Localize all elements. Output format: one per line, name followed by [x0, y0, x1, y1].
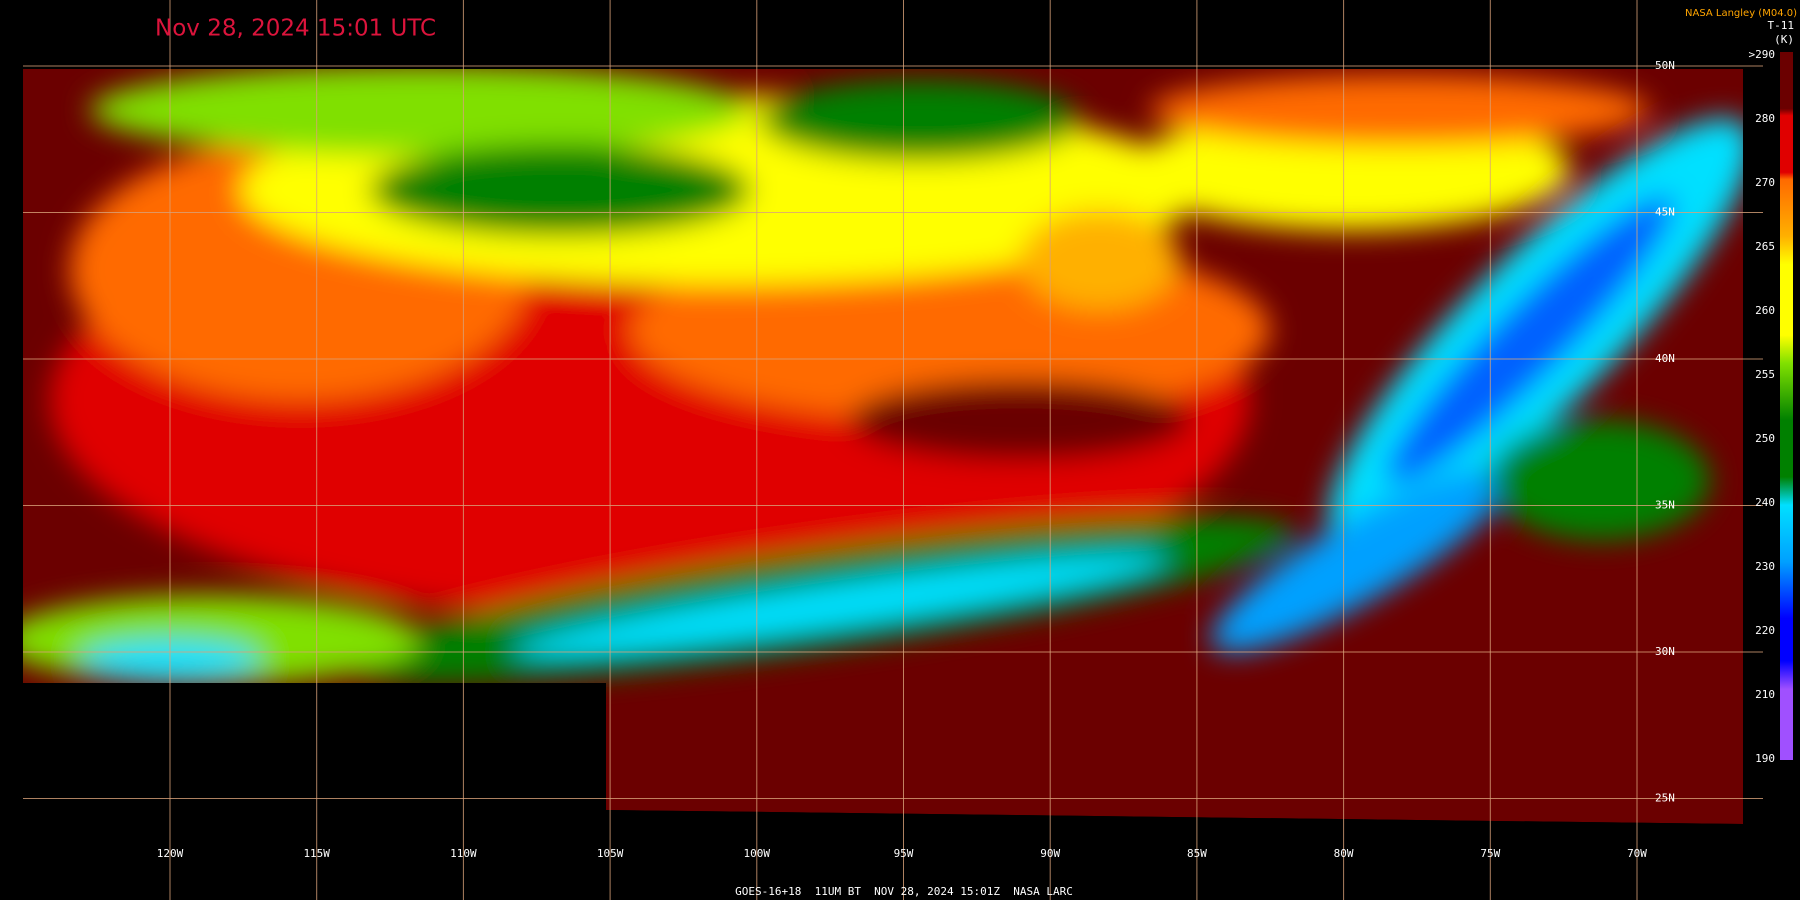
colorbar-label: 270 — [1755, 176, 1775, 189]
colorbar-label: 255 — [1755, 368, 1775, 381]
timestamp-title: Nov 28, 2024 15:01 UTC — [155, 16, 436, 42]
longitude-label: 85W — [1187, 847, 1207, 860]
latitude-label: 40N — [1655, 352, 1675, 365]
longitude-label: 100W — [744, 847, 771, 860]
latitude-label: 35N — [1655, 499, 1675, 512]
colorbar-label: 260 — [1755, 304, 1775, 317]
colorbar-label: 210 — [1755, 688, 1775, 701]
latitude-label: 25N — [1655, 792, 1675, 805]
colorbar-label: 220 — [1755, 624, 1775, 637]
colorbar-label: 280 — [1755, 112, 1775, 125]
colorbar-label: >290 — [1749, 48, 1776, 61]
latitude-label: 45N — [1655, 206, 1675, 219]
footer: GOES-16+18 11UM BT NOV 28, 2024 15:01Z N… — [735, 885, 1073, 898]
longitude-label: 70W — [1627, 847, 1647, 860]
unit: (K) — [1774, 33, 1794, 46]
longitude-label: 90W — [1040, 847, 1060, 860]
colorbar — [1780, 52, 1793, 760]
colorbar-label: 190 — [1755, 752, 1775, 765]
longitude-label: 120W — [157, 847, 184, 860]
colorbar-label: 240 — [1755, 496, 1775, 509]
imagery — [23, 69, 1743, 824]
longitude-label: 105W — [597, 847, 624, 860]
credit: NASA Langley (M04.0) — [1685, 8, 1797, 19]
longitude-label: 80W — [1334, 847, 1354, 860]
longitude-label: 115W — [303, 847, 330, 860]
graticule: 50N 45N 40N 35N 30N 25N 120W 115W 110W 105W 100W 95… — [23, 0, 1763, 900]
latitude-label: 30N — [1655, 645, 1675, 658]
colorbar-label: 250 — [1755, 432, 1775, 445]
product: T-11 — [1768, 19, 1795, 32]
longitude-label: 110W — [450, 847, 477, 860]
longitude-label: 95W — [894, 847, 914, 860]
colorbar-label: 230 — [1755, 560, 1775, 573]
longitude-label: 75W — [1480, 847, 1500, 860]
latitude-label: 50N — [1655, 59, 1675, 72]
colorbar-label: 265 — [1755, 240, 1775, 253]
